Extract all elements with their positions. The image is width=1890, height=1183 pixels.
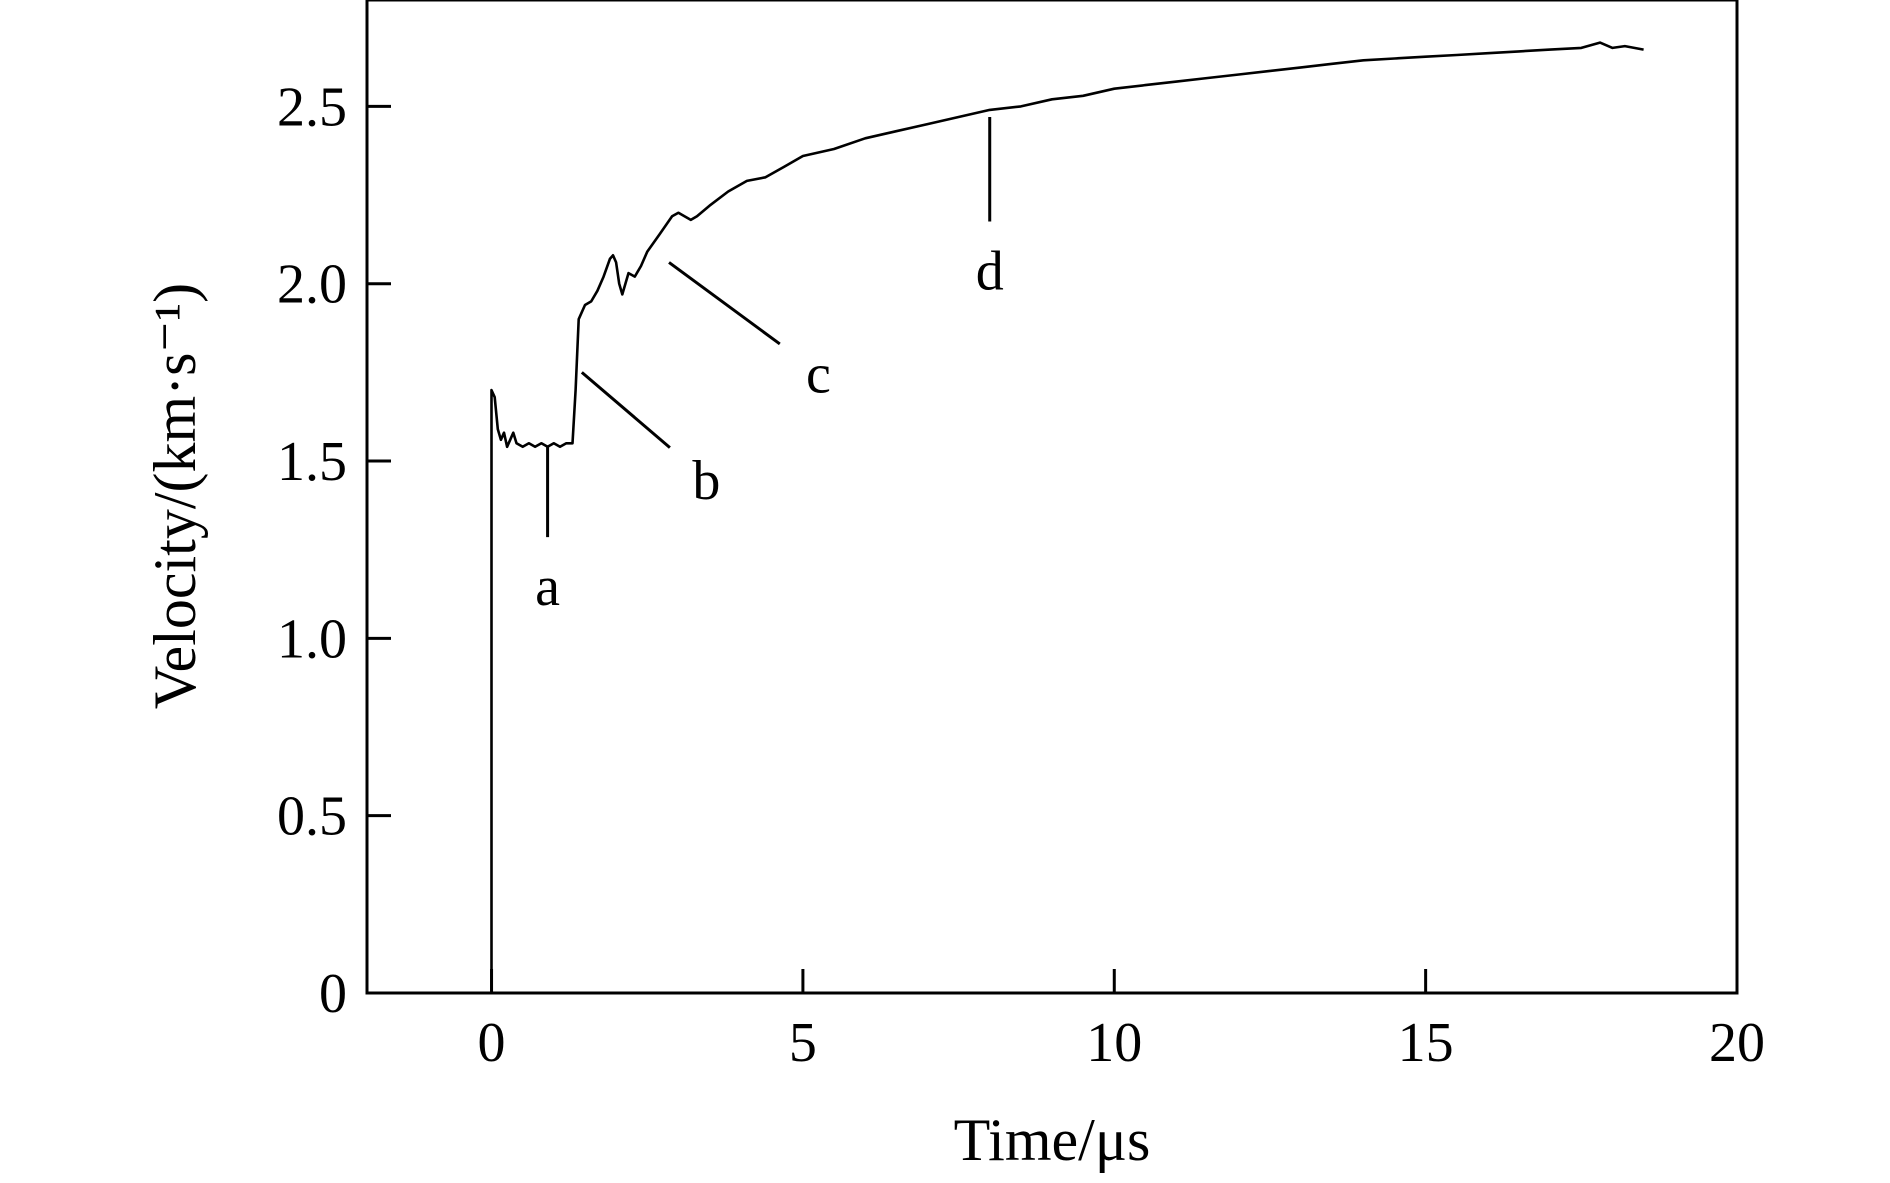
annotation-label-d: d (976, 241, 1004, 303)
y-tick-label: 2.0 (277, 254, 347, 316)
annotation-label-a: a (535, 556, 560, 618)
x-tick-label: 20 (1709, 1012, 1765, 1074)
annotation-label-b: b (692, 450, 720, 512)
x-axis-title: Time/μs (954, 1107, 1151, 1173)
axis-ticks (367, 104, 1428, 993)
plot-frame (365, 0, 1739, 995)
y-tick-label: 1.5 (277, 431, 347, 493)
axis-tick-labels: 0 5 10 15 20 0 0.5 1.0 1.5 2.0 2.5 (277, 76, 1765, 1074)
annotation-label-c: c (806, 343, 831, 405)
y-tick-label: 0.5 (277, 786, 347, 848)
y-tick-label: 1.0 (277, 608, 347, 670)
x-tick-label: 15 (1398, 1012, 1454, 1074)
annotations: a b c d (535, 117, 1004, 618)
y-tick-label: 2.5 (277, 76, 347, 138)
y-tick-label: 0 (319, 963, 347, 1025)
y-axis-title: Velocity/(km·s⁻¹) (142, 283, 208, 709)
x-tick-label: 5 (789, 1012, 817, 1074)
x-tick-label: 10 (1086, 1012, 1142, 1074)
annotation-leader-b (580, 371, 671, 449)
x-tick-label: 0 (478, 1012, 506, 1074)
annotation-leader-c (668, 261, 781, 346)
velocity-series-line (490, 41, 1644, 993)
